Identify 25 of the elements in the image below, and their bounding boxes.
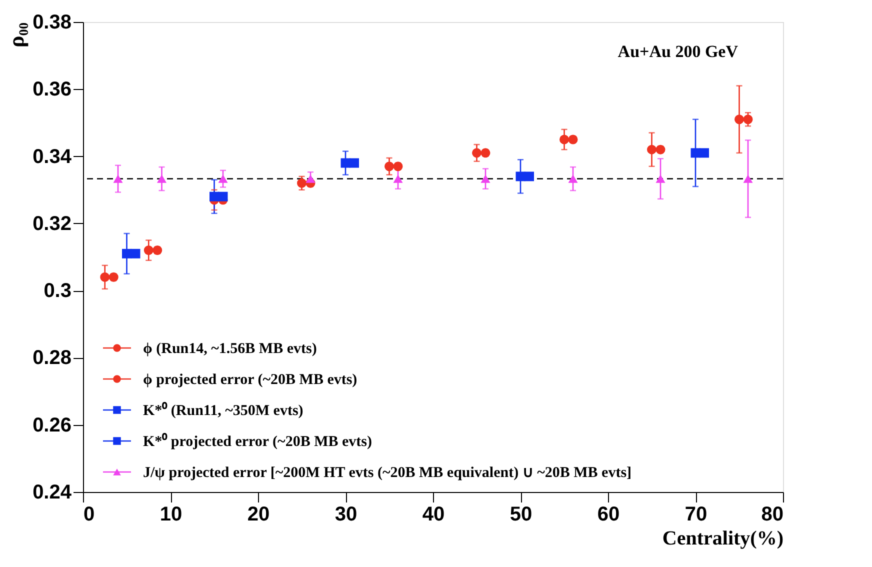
y-tick-label: 0.32 <box>32 212 72 235</box>
legend-label: K*⁰ projected error (~20B MB evts) <box>143 432 372 450</box>
legend-label: J/ψ projected error [~200M HT evts (~20B MB equivalent) ∪ ~20B MB evts] <box>143 465 632 481</box>
y-tick-label: 0.24 <box>32 482 72 504</box>
x-axis-title: Centrality(%) <box>662 528 784 550</box>
y-tick-label: 0.26 <box>32 414 72 436</box>
x-tick-label: 10 <box>160 504 182 526</box>
x-tick-label: 70 <box>684 504 708 526</box>
x-tick-label: 40 <box>422 504 445 526</box>
x-tick-label: 60 <box>597 504 620 526</box>
x-tick-label: 30 <box>334 504 358 526</box>
legend-label: ϕ projected error (~20B MB evts) <box>143 372 358 388</box>
legend-label: ϕ (Run14, ~1.56B MB evts) <box>143 341 317 357</box>
x-tick-label: 20 <box>247 504 270 526</box>
y-axis-title: ρ₀₀ <box>4 22 29 48</box>
y-tick-label: 0.28 <box>32 347 72 370</box>
y-tick-label: 0.34 <box>32 146 72 168</box>
y-tick-label: 0.3 <box>44 280 72 302</box>
y-tick-label: 0.38 <box>32 12 72 34</box>
x-tick-label: 50 <box>510 504 532 526</box>
x-tick-label: 0 <box>84 504 95 526</box>
y-tick-label: 0.36 <box>32 78 72 101</box>
legend-label: K*⁰ (Run11, ~350M evts) <box>143 401 304 419</box>
annotation: Au+Au 200 GeV <box>618 42 739 61</box>
x-tick-label: 80 <box>761 504 784 526</box>
